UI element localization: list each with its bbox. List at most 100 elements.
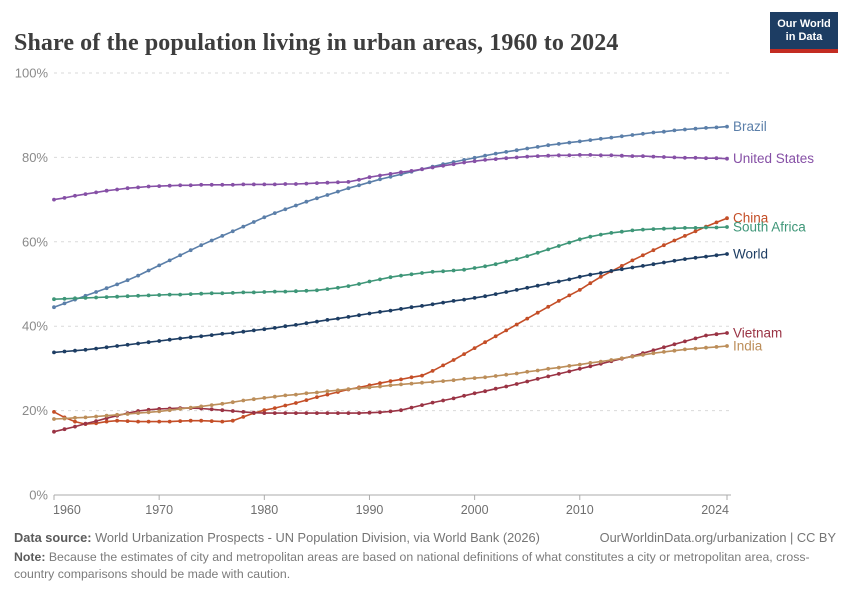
point-united-states-1991 [378, 173, 382, 178]
point-world-1978 [241, 329, 246, 334]
owid-logo: Our World in Data [770, 12, 838, 54]
point-united-states-2006 [535, 154, 540, 159]
point-united-states-1989 [357, 177, 361, 182]
point-brazil-1972 [178, 253, 183, 258]
point-south-africa-1995 [420, 271, 424, 275]
point-brazil-1974 [199, 243, 204, 248]
point-vietnam-2018 [662, 345, 666, 350]
point-india-1980 [262, 396, 267, 400]
point-china-1972 [178, 419, 183, 423]
point-world-1997 [441, 300, 445, 305]
x-tick-label-1960: 1960 [53, 503, 81, 517]
point-china-1962 [73, 419, 77, 424]
point-united-states-1988 [346, 180, 351, 184]
point-world-1971 [167, 337, 172, 342]
point-vietnam-1982 [283, 411, 288, 415]
point-world-1969 [146, 340, 151, 345]
point-south-africa-2000 [472, 266, 477, 270]
point-china-1969 [146, 419, 151, 424]
series-label-south-africa[interactable]: South Africa [733, 220, 806, 235]
point-united-states-2021 [693, 155, 698, 160]
point-united-states-2007 [546, 153, 551, 158]
point-vietnam-1998 [451, 396, 456, 401]
point-south-africa-1994 [409, 272, 414, 277]
point-brazil-1969 [146, 268, 151, 273]
point-world-1967 [125, 342, 130, 347]
point-china-1996 [430, 369, 435, 373]
point-united-states-1969 [146, 184, 151, 189]
y-tick-label-100: 100% [15, 66, 49, 81]
series-label-vietnam[interactable]: Vietnam [733, 325, 782, 340]
point-vietnam-1996 [430, 400, 435, 405]
point-china-1980 [262, 408, 267, 413]
point-united-states-2024 [725, 156, 729, 161]
point-india-1978 [241, 398, 246, 403]
point-china-1982 [283, 403, 288, 408]
point-brazil-2006 [535, 145, 540, 149]
point-brazil-2011 [588, 138, 593, 143]
point-india-1968 [136, 411, 141, 415]
point-world-2004 [514, 288, 519, 292]
point-brazil-2022 [704, 126, 708, 130]
point-china-1995 [420, 373, 424, 378]
point-china-2009 [567, 293, 572, 298]
series-label-brazil[interactable]: Brazil [733, 119, 767, 134]
point-united-states-1963 [83, 192, 88, 197]
point-world-2003 [504, 290, 509, 294]
series-label-world[interactable]: World [733, 247, 768, 262]
point-china-2020 [683, 234, 687, 238]
series-label-china[interactable]: China [733, 211, 769, 226]
point-world-1966 [115, 344, 119, 348]
point-brazil-2024 [725, 124, 729, 129]
point-india-2013 [609, 358, 614, 362]
point-vietnam-2024 [725, 331, 729, 335]
point-vietnam-1990 [367, 410, 372, 415]
series-label-united-states[interactable]: United States [733, 151, 814, 166]
point-brazil-2008 [556, 142, 561, 146]
point-vietnam-2004 [514, 382, 519, 386]
point-world-2006 [535, 283, 540, 288]
point-south-africa-1979 [251, 290, 256, 295]
point-india-1972 [178, 407, 183, 411]
point-china-1966 [115, 418, 119, 423]
series-label-india[interactable]: India [733, 339, 763, 354]
point-india-1986 [325, 389, 330, 394]
point-south-africa-2002 [493, 262, 498, 267]
attribution-link[interactable]: OurWorldinData.org/urbanization | CC BY [599, 530, 836, 545]
point-brazil-1992 [388, 174, 393, 179]
point-vietnam-1999 [462, 393, 466, 398]
point-china-2003 [504, 328, 509, 333]
point-china-1960 [52, 410, 56, 414]
point-brazil-1960 [52, 305, 56, 310]
point-india-1984 [304, 391, 309, 396]
point-brazil-2013 [609, 135, 614, 140]
point-world-2019 [672, 258, 677, 263]
point-united-states-1995 [420, 167, 424, 172]
point-china-2010 [577, 288, 582, 292]
point-south-africa-2001 [483, 264, 487, 269]
point-world-1976 [220, 331, 225, 336]
point-china-1986 [325, 392, 330, 397]
point-united-states-2001 [483, 158, 487, 162]
point-vietnam-2010 [577, 366, 582, 371]
point-south-africa-1970 [157, 293, 162, 297]
point-brazil-1990 [367, 180, 372, 185]
point-united-states-2004 [514, 155, 519, 160]
point-south-africa-1986 [325, 287, 330, 291]
point-united-states-2011 [588, 153, 593, 157]
point-world-2012 [598, 271, 603, 275]
point-china-2012 [598, 274, 603, 279]
point-india-1974 [199, 404, 204, 409]
point-china-1983 [294, 401, 298, 405]
point-south-africa-1977 [230, 291, 235, 295]
point-india-1967 [125, 412, 130, 416]
point-india-1993 [399, 382, 403, 387]
point-united-states-2023 [714, 156, 719, 161]
x-tick-label-1980: 1980 [250, 503, 278, 517]
point-world-2013 [609, 269, 614, 273]
point-india-1992 [388, 383, 393, 388]
point-united-states-1967 [125, 186, 130, 191]
point-united-states-1992 [388, 172, 393, 176]
point-china-2016 [641, 253, 645, 258]
